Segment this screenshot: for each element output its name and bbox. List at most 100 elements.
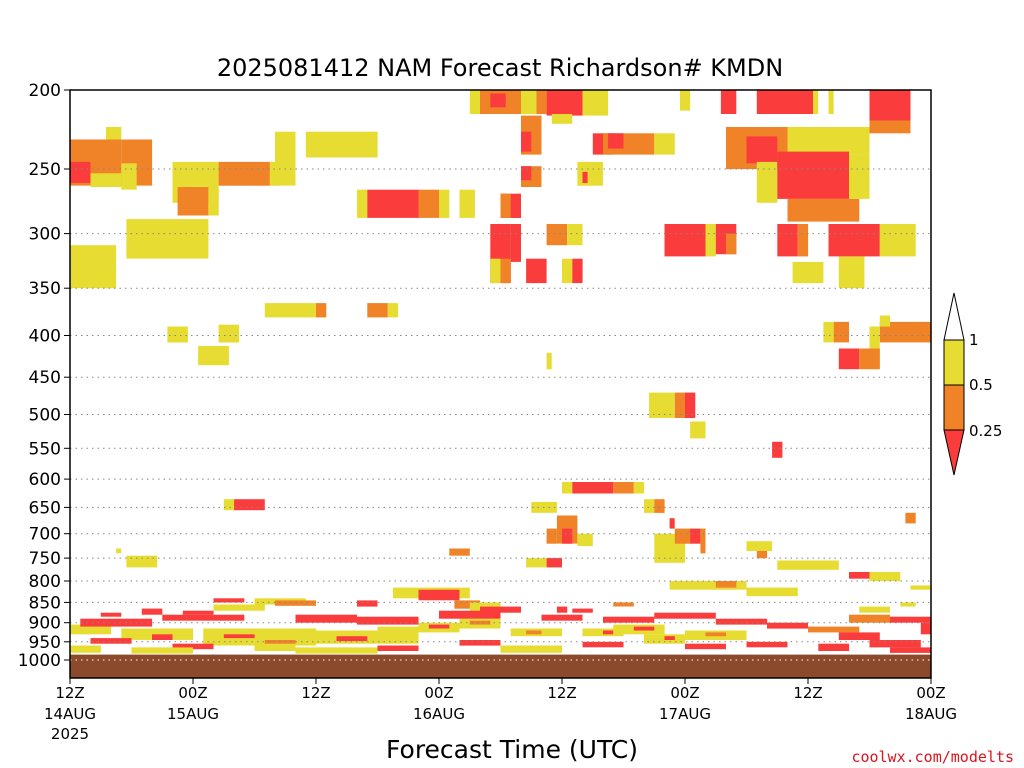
heatmap-cell-yellow bbox=[295, 647, 378, 654]
heatmap-cell-red bbox=[756, 90, 814, 114]
heatmap-cell-red bbox=[541, 614, 583, 621]
x-tick-label: 12Z bbox=[301, 684, 330, 702]
heatmap-cell-yellow bbox=[813, 90, 819, 114]
y-tick-label-200: 200 bbox=[29, 81, 61, 101]
heatmap-cell-red bbox=[582, 641, 624, 648]
heatmap-cell-yellow bbox=[823, 321, 834, 343]
colorbar-top-arrow bbox=[943, 292, 965, 341]
heatmap-cell-yellow bbox=[459, 189, 475, 218]
x-tick-date: 14AUG bbox=[44, 705, 96, 723]
heatmap-cell-yellow bbox=[167, 326, 188, 343]
heatmap-cell-red bbox=[459, 640, 501, 646]
heatmap-cell-yellow bbox=[70, 245, 117, 289]
heatmap-cell-yellow bbox=[879, 315, 891, 327]
y-axis-ticks: 200 250 300 350 400 450 500 550 600 650 700 750 8008… bbox=[18, 81, 70, 671]
heatmap-cell-yellow bbox=[562, 482, 573, 494]
y-tick-label-750: 750 bbox=[29, 549, 61, 569]
heatmap-cell-orange bbox=[700, 528, 706, 554]
plot-frame bbox=[69, 89, 932, 679]
heatmap-cell-red bbox=[526, 258, 547, 284]
heatmap-cell-red bbox=[70, 161, 91, 183]
colorbar-bottom-arrow bbox=[943, 429, 965, 476]
heatmap-cell-red bbox=[890, 616, 931, 623]
heatmap-cell-yellow bbox=[126, 219, 209, 259]
ground-fill bbox=[70, 654, 931, 678]
heatmap-cell-orange bbox=[500, 258, 511, 284]
heatmap-cell-red bbox=[521, 166, 532, 181]
heatmap-cell-red bbox=[838, 348, 860, 370]
x-tick-date: 16AUG bbox=[413, 705, 465, 723]
heatmap-cell-orange bbox=[218, 161, 270, 186]
colorbar-label: 0.5 bbox=[969, 376, 993, 394]
heatmap-cell-yellow bbox=[218, 324, 240, 343]
heatmap-cell-yellow bbox=[377, 626, 419, 644]
heatmap-cell-yellow bbox=[859, 606, 891, 613]
heatmap-cell-red bbox=[715, 618, 768, 625]
heatmap-cell-red bbox=[357, 616, 419, 625]
heatmap-cell-yellow bbox=[828, 90, 834, 114]
heatmap-cell-red bbox=[685, 392, 696, 418]
heatmap-cell-yellow bbox=[879, 224, 916, 257]
heatmap-cell-orange bbox=[859, 348, 880, 370]
heatmap-cell-red bbox=[818, 643, 850, 651]
heatmap-cell-red bbox=[141, 608, 163, 615]
y-tick-label-900: 900 bbox=[29, 614, 61, 634]
ground-layer bbox=[70, 654, 931, 678]
y-tick-label-1000: 1000 bbox=[18, 651, 61, 671]
heatmap-cell-red bbox=[510, 224, 521, 262]
heatmap-cell-orange bbox=[654, 499, 665, 513]
y-tick-label-400: 400 bbox=[29, 327, 61, 347]
heatmap-cell-orange bbox=[500, 193, 511, 218]
heatmap-cell-yellow bbox=[746, 587, 798, 597]
heatmap-cell-orange bbox=[469, 620, 491, 625]
heatmap-cell-red bbox=[746, 136, 778, 164]
heatmap-cell-yellow bbox=[70, 624, 111, 635]
x-tick-date: 17AUG bbox=[659, 705, 711, 723]
x-tick-label: 12Z bbox=[547, 684, 576, 702]
heatmap-cell-yellow bbox=[198, 346, 229, 366]
heatmap-cell-orange bbox=[833, 321, 849, 343]
heatmap-cell-red bbox=[90, 638, 132, 644]
heatmap-cell-yellow bbox=[756, 161, 778, 203]
heatmap-cell-yellow bbox=[654, 133, 675, 155]
heatmap-cell-orange bbox=[674, 528, 691, 544]
heatmap-cell-yellow bbox=[469, 90, 481, 114]
y-tick-label-950: 950 bbox=[29, 633, 61, 653]
heatmap-cell-yellow bbox=[777, 560, 839, 570]
x-tick-label: 00Z bbox=[670, 684, 699, 702]
heatmap-cell-yellow bbox=[690, 421, 706, 439]
heatmap-cell-red bbox=[572, 258, 583, 284]
heatmap-cell-yellow bbox=[208, 187, 219, 216]
heatmap-cell-orange bbox=[613, 482, 634, 494]
heatmap-cell-orange bbox=[905, 512, 916, 524]
heatmap-cell-orange bbox=[879, 321, 932, 343]
x-axis-label: Forecast Time (UTC) bbox=[386, 735, 638, 764]
heatmap-cell-orange bbox=[715, 581, 737, 588]
colorbar-label: 0.25 bbox=[969, 422, 1002, 440]
heatmap-cell-yellow bbox=[264, 303, 317, 318]
heatmap-cell-orange bbox=[849, 614, 890, 623]
heatmap-cell-yellow bbox=[121, 163, 137, 190]
heatmap-cell-red bbox=[152, 634, 173, 640]
heatmap-cell-red bbox=[336, 636, 368, 642]
heatmap-cell-red bbox=[849, 572, 870, 579]
heatmap-cell-red bbox=[418, 589, 460, 601]
heatmap-cell-yellow bbox=[792, 261, 824, 284]
y-tick-label-450: 450 bbox=[29, 368, 61, 388]
x-tick-label: 00Z bbox=[916, 684, 945, 702]
heatmap-cell-red bbox=[367, 189, 419, 218]
heatmap-cell-red bbox=[521, 131, 532, 152]
y-tick-label-550: 550 bbox=[29, 439, 61, 459]
y-tick-label-250: 250 bbox=[29, 160, 61, 180]
credit-text: coolwx.com/modelts bbox=[851, 748, 1014, 766]
heatmap-cell-orange bbox=[454, 600, 480, 609]
heatmap-cell-yellow bbox=[521, 90, 537, 114]
x-tick-label: 00Z bbox=[178, 684, 207, 702]
heatmap-cell-red bbox=[654, 612, 716, 619]
heatmap-cell-yellow bbox=[203, 628, 317, 646]
heatmap-cell-red bbox=[546, 90, 583, 116]
heatmap-cell-yellow bbox=[644, 499, 655, 513]
heatmap-cell-red bbox=[720, 90, 737, 114]
heatmap-cell-red bbox=[869, 640, 921, 648]
y-tick-label-600: 600 bbox=[29, 470, 61, 490]
